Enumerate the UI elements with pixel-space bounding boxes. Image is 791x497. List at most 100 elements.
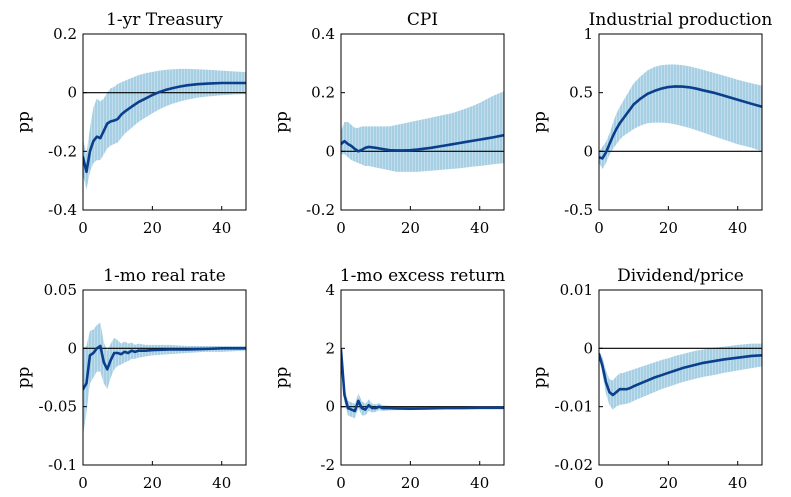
series-point xyxy=(493,136,495,138)
x-tick-label: 20 xyxy=(401,474,420,492)
series-point xyxy=(158,91,160,93)
series-point xyxy=(113,119,115,122)
confidence-band xyxy=(341,91,504,172)
series-point xyxy=(409,408,411,410)
series-point xyxy=(113,352,115,354)
series-point xyxy=(221,82,223,84)
y-axis-label: pp xyxy=(272,111,292,133)
series-point xyxy=(479,139,481,141)
series-point xyxy=(612,135,614,137)
x-tick-label: 40 xyxy=(470,219,489,237)
y-tick-label: 0.05 xyxy=(44,281,77,299)
plot-area xyxy=(83,68,246,190)
y-tick-label: 2 xyxy=(325,339,335,357)
series-point xyxy=(451,143,453,145)
series-point xyxy=(179,85,181,88)
series-point xyxy=(605,381,607,383)
series-point xyxy=(612,394,614,396)
panel-6: -0.02 -0.01 0 0.01 0 20 40 Dividend/price pp xyxy=(530,266,763,492)
series-point xyxy=(622,388,624,390)
y-tick-label: -0.4 xyxy=(48,201,77,219)
series-point xyxy=(688,365,690,368)
series-point xyxy=(347,407,349,409)
series-point xyxy=(608,143,611,145)
y-tick-label: 0.2 xyxy=(53,25,77,43)
series-point xyxy=(416,148,418,151)
y-tick-label: 4 xyxy=(325,281,335,299)
series-line xyxy=(599,352,762,397)
series-point xyxy=(615,391,617,393)
plot-frame xyxy=(598,33,763,211)
panel-4: -0.1 -0.05 0 0.05 0 20 40 1-mo real rate pp xyxy=(14,266,247,492)
series-point xyxy=(96,347,98,349)
series-point xyxy=(472,140,474,142)
series-point xyxy=(137,350,140,352)
series-point xyxy=(151,349,153,351)
y-tick-label: 0.2 xyxy=(311,84,335,102)
x-tick-label: 40 xyxy=(728,474,747,492)
series-point xyxy=(629,387,631,389)
series-point xyxy=(99,345,101,347)
series-point xyxy=(186,348,188,351)
series-point xyxy=(640,382,642,384)
y-tick-label: -0.2 xyxy=(48,142,77,160)
x-tick-label: 0 xyxy=(594,219,604,237)
plot-area xyxy=(83,322,246,436)
series-point xyxy=(368,146,370,148)
y-tick-label: 0 xyxy=(583,142,593,160)
series-point xyxy=(712,92,715,94)
x-tick-label: 20 xyxy=(659,474,678,492)
plot-frame xyxy=(598,289,763,466)
x-tick-label: 20 xyxy=(143,474,162,492)
series-point xyxy=(172,87,174,89)
y-tick-label: 0.5 xyxy=(569,84,593,102)
panel-title: 1-mo real rate xyxy=(103,266,226,286)
x-tick-label: 20 xyxy=(401,219,420,237)
series-point xyxy=(695,87,697,90)
series-point xyxy=(92,140,94,142)
plot-frame xyxy=(82,33,247,211)
series-point xyxy=(357,400,359,402)
series-point xyxy=(660,87,663,90)
series-point xyxy=(354,410,356,412)
series-point xyxy=(137,101,140,103)
series-point xyxy=(674,369,676,372)
series-point xyxy=(124,111,126,113)
series-point xyxy=(235,82,237,84)
series-point xyxy=(117,118,119,120)
panel-title: Industrial production xyxy=(589,10,773,30)
series-point xyxy=(343,394,346,396)
series-point xyxy=(751,103,753,105)
y-tick-label: 0 xyxy=(325,398,335,416)
y-tick-label: 0 xyxy=(67,339,77,357)
series-point xyxy=(737,99,739,101)
series-point xyxy=(633,103,635,105)
series-point xyxy=(646,93,649,95)
series-point xyxy=(601,365,604,367)
y-axis-label: pp xyxy=(530,367,550,389)
series-point xyxy=(465,141,467,143)
y-tick-label: -0.2 xyxy=(306,201,335,219)
series-point xyxy=(96,136,98,138)
y-tick-label: -0.05 xyxy=(39,398,77,416)
y-tick-label: -0.5 xyxy=(564,201,593,219)
series-point xyxy=(203,348,205,350)
series-point xyxy=(134,351,136,353)
series-point xyxy=(350,408,352,411)
panel-title: CPI xyxy=(407,10,438,30)
series-point xyxy=(110,120,112,123)
series-point xyxy=(364,147,366,149)
series-point xyxy=(751,355,753,357)
series-line xyxy=(83,344,246,391)
y-axis-label: pp xyxy=(530,111,550,133)
series-point xyxy=(207,82,209,85)
series-point xyxy=(120,353,122,355)
series-point xyxy=(343,140,346,142)
series-point xyxy=(409,149,411,151)
plot-area xyxy=(341,343,504,419)
plot-frame xyxy=(82,289,247,466)
confidence-band xyxy=(341,343,504,419)
y-tick-label: 0.01 xyxy=(560,281,593,299)
series-point xyxy=(619,388,621,390)
